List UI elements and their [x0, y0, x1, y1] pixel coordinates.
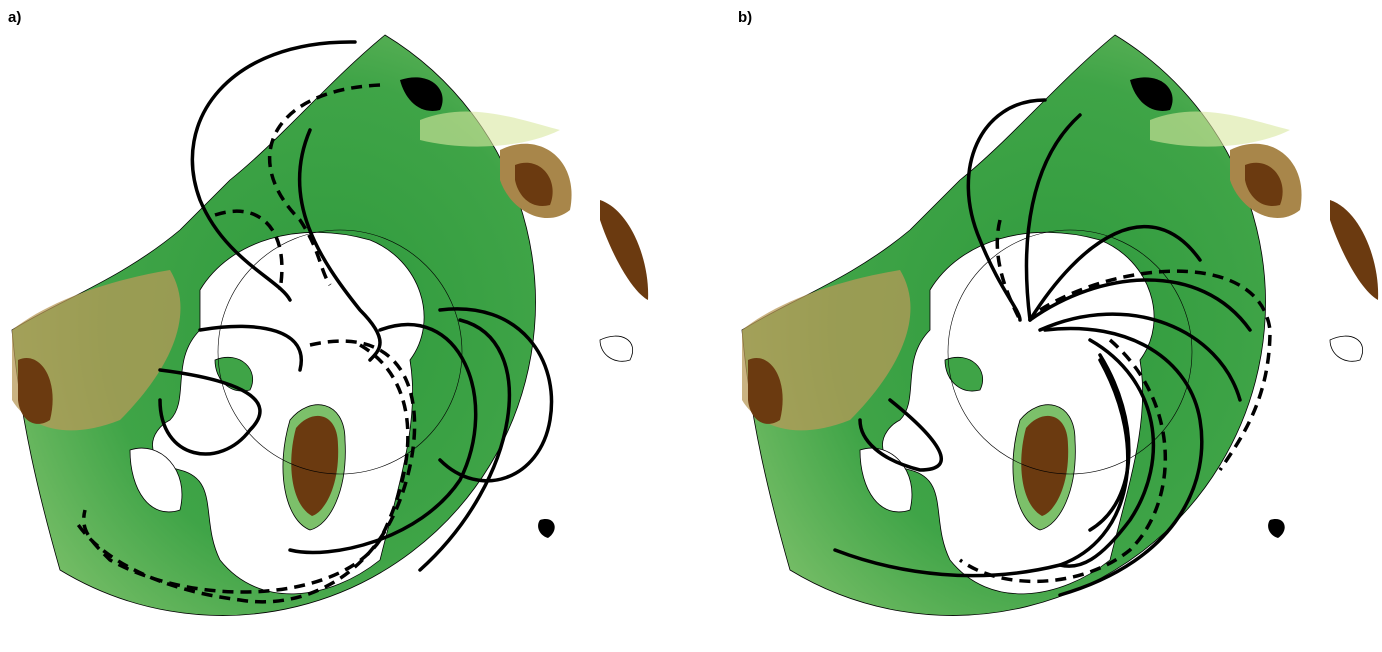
- map: [742, 35, 1378, 615]
- figure: a) b): [0, 0, 1382, 652]
- map: [12, 35, 648, 615]
- panel-label: b): [738, 9, 752, 26]
- panel-label: a): [8, 9, 21, 26]
- panel-b: b): [738, 9, 1378, 615]
- panel-a: a): [8, 9, 648, 615]
